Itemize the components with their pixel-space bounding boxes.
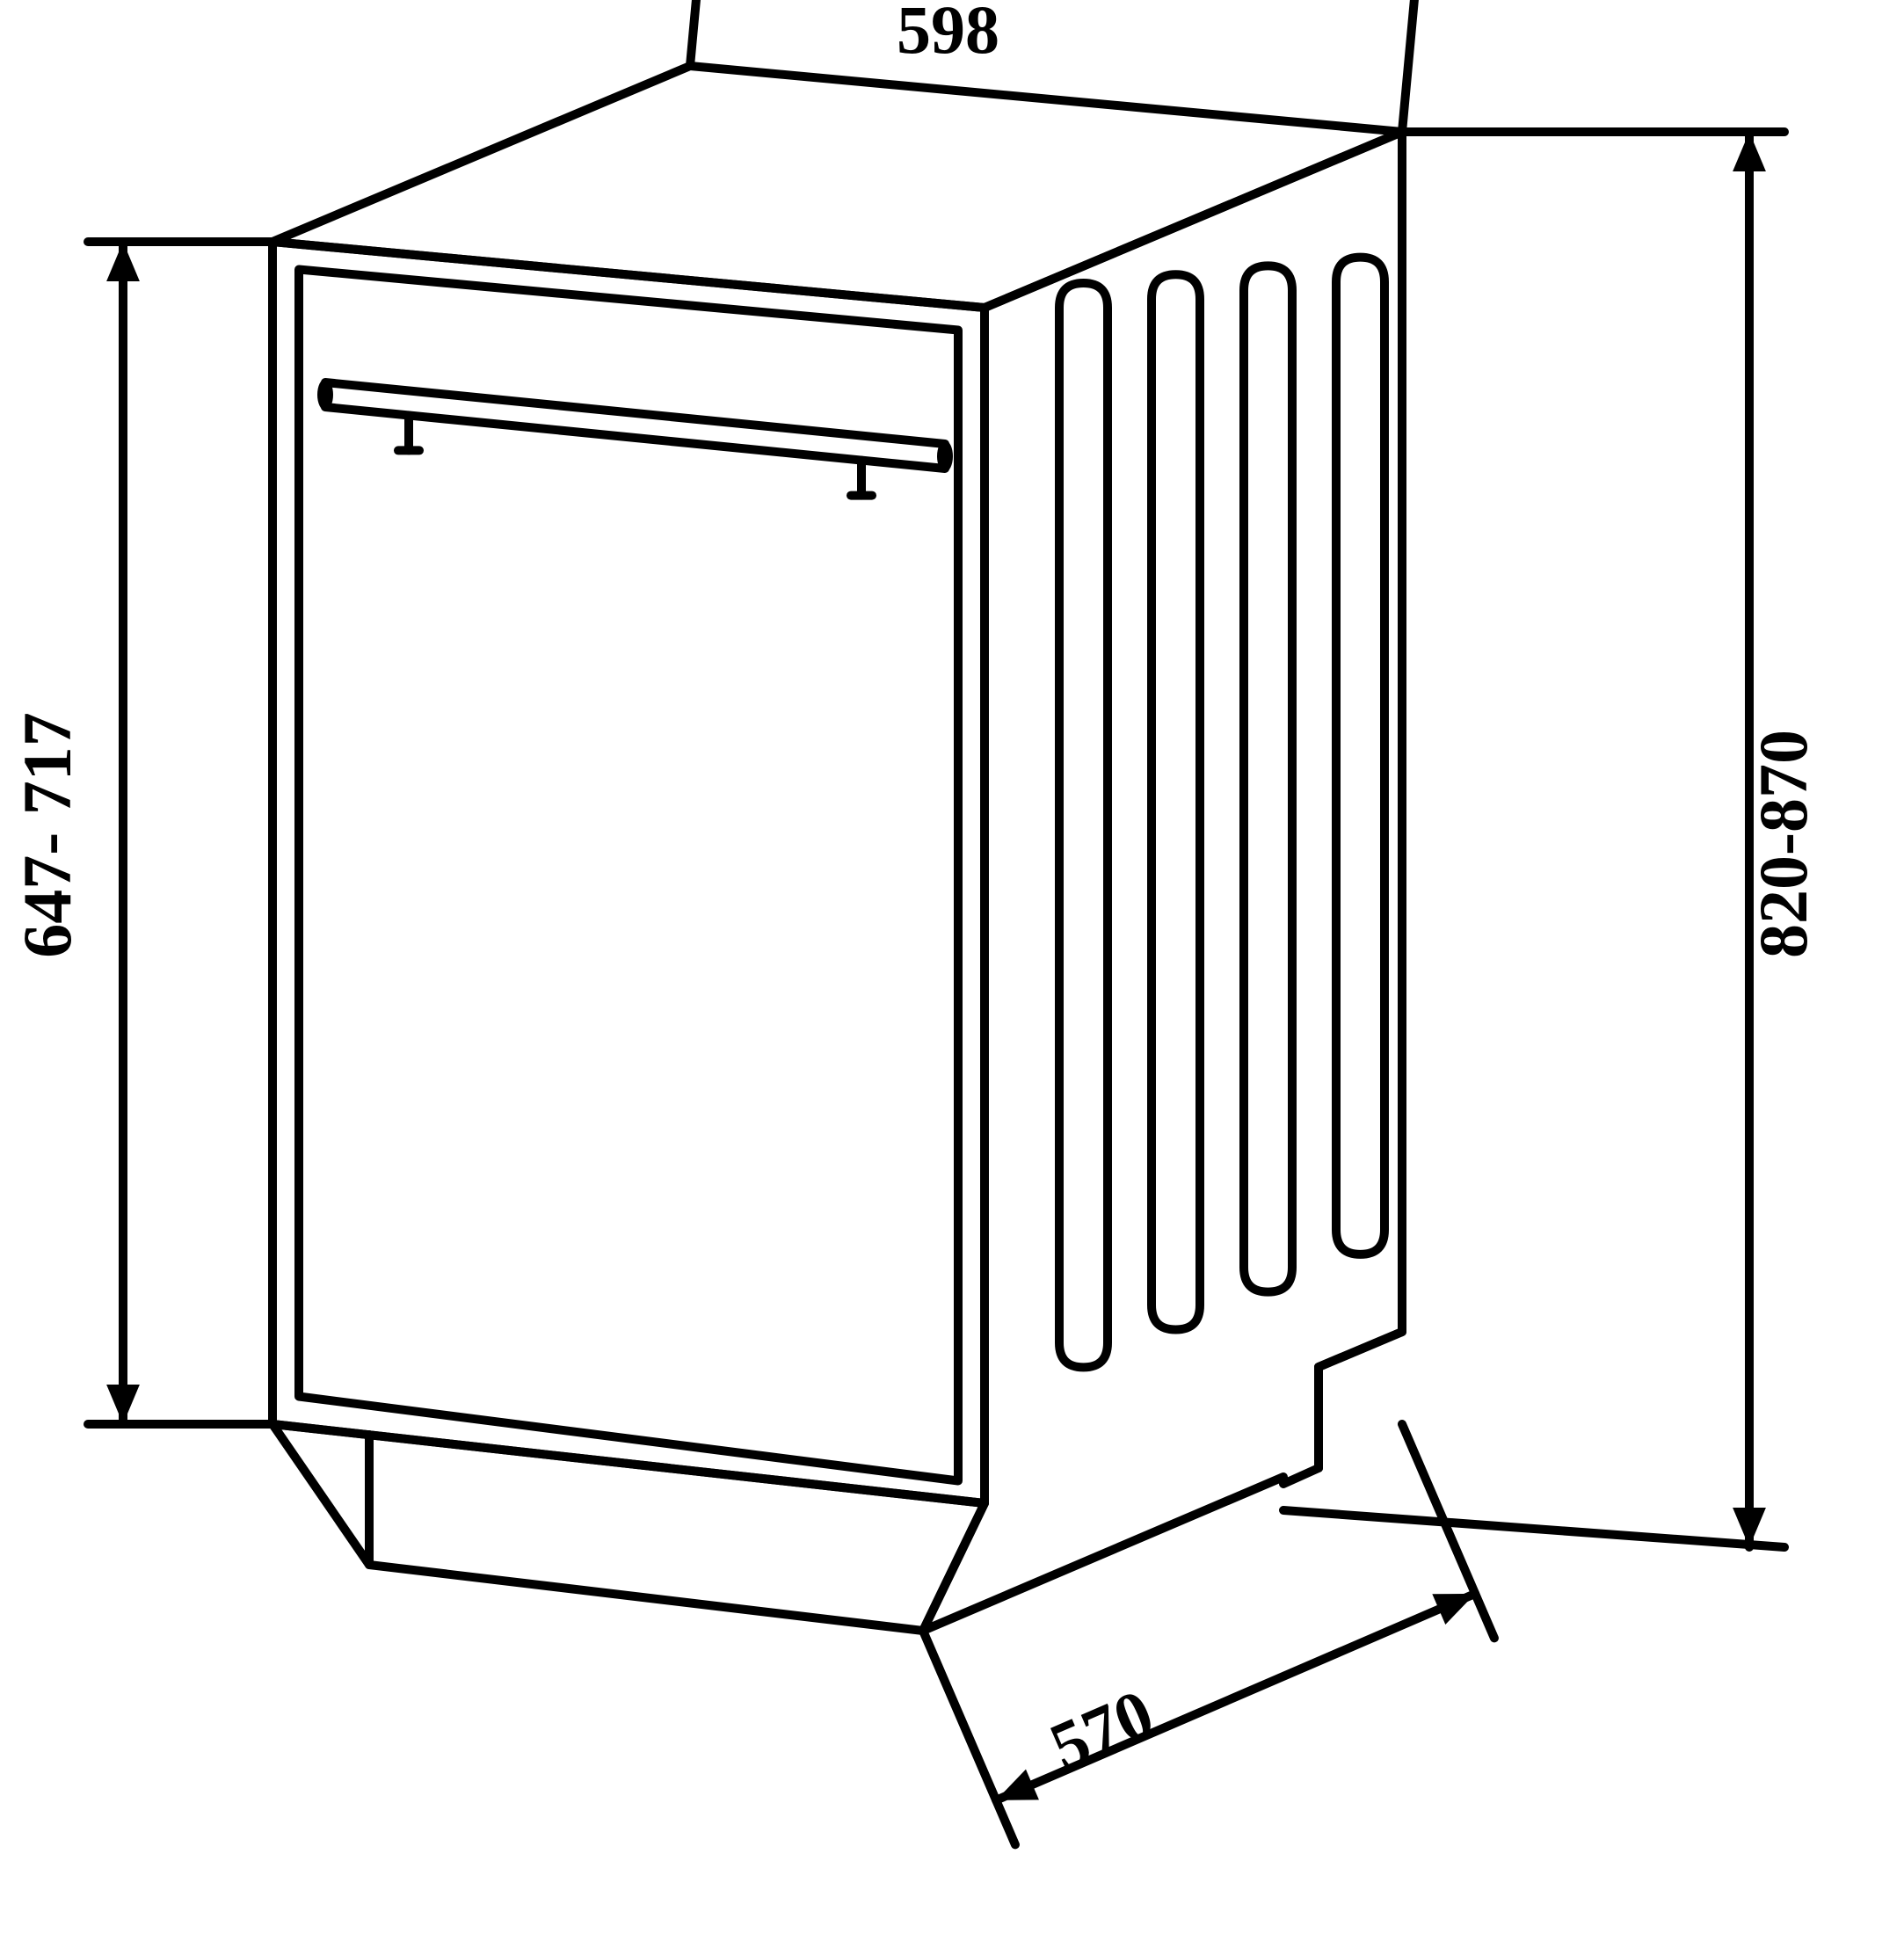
vent-slot <box>1244 265 1292 1291</box>
plinth-front <box>273 1424 985 1631</box>
side-face <box>923 132 1402 1631</box>
dimension-front-height-label: 647- 717 <box>9 712 85 957</box>
dimension-overall-height-label: 820-870 <box>1745 730 1821 958</box>
top-face <box>273 66 1402 308</box>
vent-slot <box>1059 283 1108 1367</box>
vent-slot <box>1152 274 1200 1329</box>
dimension-depth-label: 570 <box>1039 1674 1164 1785</box>
vent-slot <box>1336 258 1384 1254</box>
handle-bar <box>325 382 945 469</box>
appliance-dimension-diagram: 598 570 647- 717 820-870 <box>0 0 1904 1934</box>
dimension-width-label: 598 <box>897 0 999 68</box>
